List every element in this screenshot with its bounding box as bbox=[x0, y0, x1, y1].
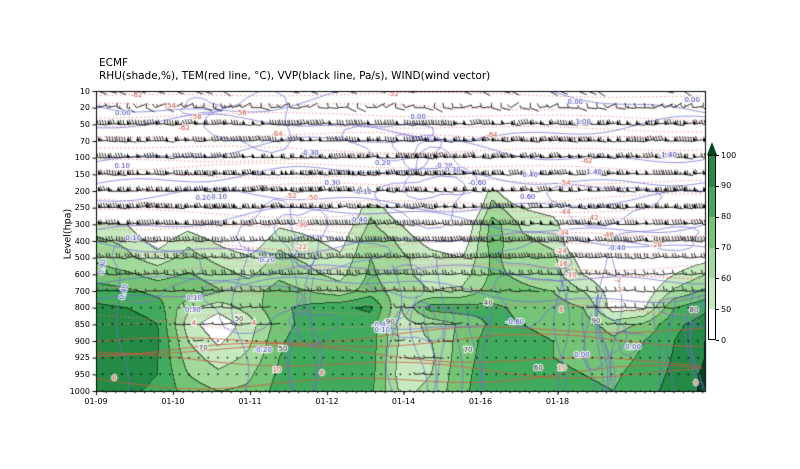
y-tick-label: 900 bbox=[74, 336, 90, 346]
y-tick-label: 300 bbox=[74, 219, 90, 229]
y-tick-label: 150 bbox=[74, 169, 90, 179]
y-tick-label: 1000 bbox=[69, 386, 90, 396]
colorbar-arrow bbox=[707, 142, 717, 155]
colorbar-segment bbox=[709, 278, 715, 309]
x-tick-label: 01-16 bbox=[468, 397, 493, 406]
x-tick-label: 01-18 bbox=[545, 397, 570, 406]
colorbar-segment bbox=[709, 186, 715, 217]
y-tick-label: 50 bbox=[79, 119, 90, 129]
x-tick-label: 01-11 bbox=[238, 397, 262, 406]
colorbar-segment bbox=[709, 156, 715, 187]
y-tick-label: 800 bbox=[74, 303, 90, 313]
x-tick-label: 01-14 bbox=[391, 397, 416, 406]
y-tick-label: 600 bbox=[74, 269, 90, 279]
y-tick-label: 950 bbox=[74, 369, 90, 379]
x-tick-label: 01-10 bbox=[161, 397, 185, 406]
y-tick-label: 70 bbox=[79, 136, 90, 146]
x-tick-label: 01-09 bbox=[84, 397, 108, 406]
y-tick-label: 400 bbox=[74, 236, 90, 246]
colorbar-tick-label: 60 bbox=[715, 273, 732, 283]
x-tick-label: 01-12 bbox=[315, 397, 339, 406]
y-tick-label: 925 bbox=[74, 353, 90, 363]
y-tick-label: 20 bbox=[79, 103, 90, 113]
chart-subtitle: RHU(shade,%), TEM(red line, °C), VVP(bla… bbox=[99, 70, 491, 82]
y-tick-label: 500 bbox=[74, 253, 90, 263]
y-axis-label: Level(hpa) bbox=[62, 208, 74, 260]
colorbar bbox=[708, 155, 716, 340]
y-tick-label: 200 bbox=[74, 186, 90, 196]
colorbar-segment bbox=[709, 217, 715, 248]
colorbar-tick-label: 0 bbox=[715, 335, 727, 345]
colorbar-tick-label: 80 bbox=[715, 212, 732, 222]
y-tick-label: 10 bbox=[79, 86, 90, 96]
colorbar-segment bbox=[709, 308, 715, 339]
y-tick-label: 700 bbox=[74, 286, 90, 296]
y-tick-label: 850 bbox=[74, 319, 90, 329]
colorbar-segment bbox=[709, 247, 715, 278]
colorbar-tick-label: 100 bbox=[715, 150, 737, 160]
colorbar-tick-label: 70 bbox=[715, 243, 732, 252]
colorbar-tick-label: 90 bbox=[715, 181, 732, 191]
y-tick-label: 100 bbox=[74, 153, 90, 163]
chart-title: ECMF bbox=[99, 57, 129, 69]
colorbar-tick-label: 50 bbox=[715, 304, 732, 314]
y-tick-label: 250 bbox=[74, 203, 90, 213]
